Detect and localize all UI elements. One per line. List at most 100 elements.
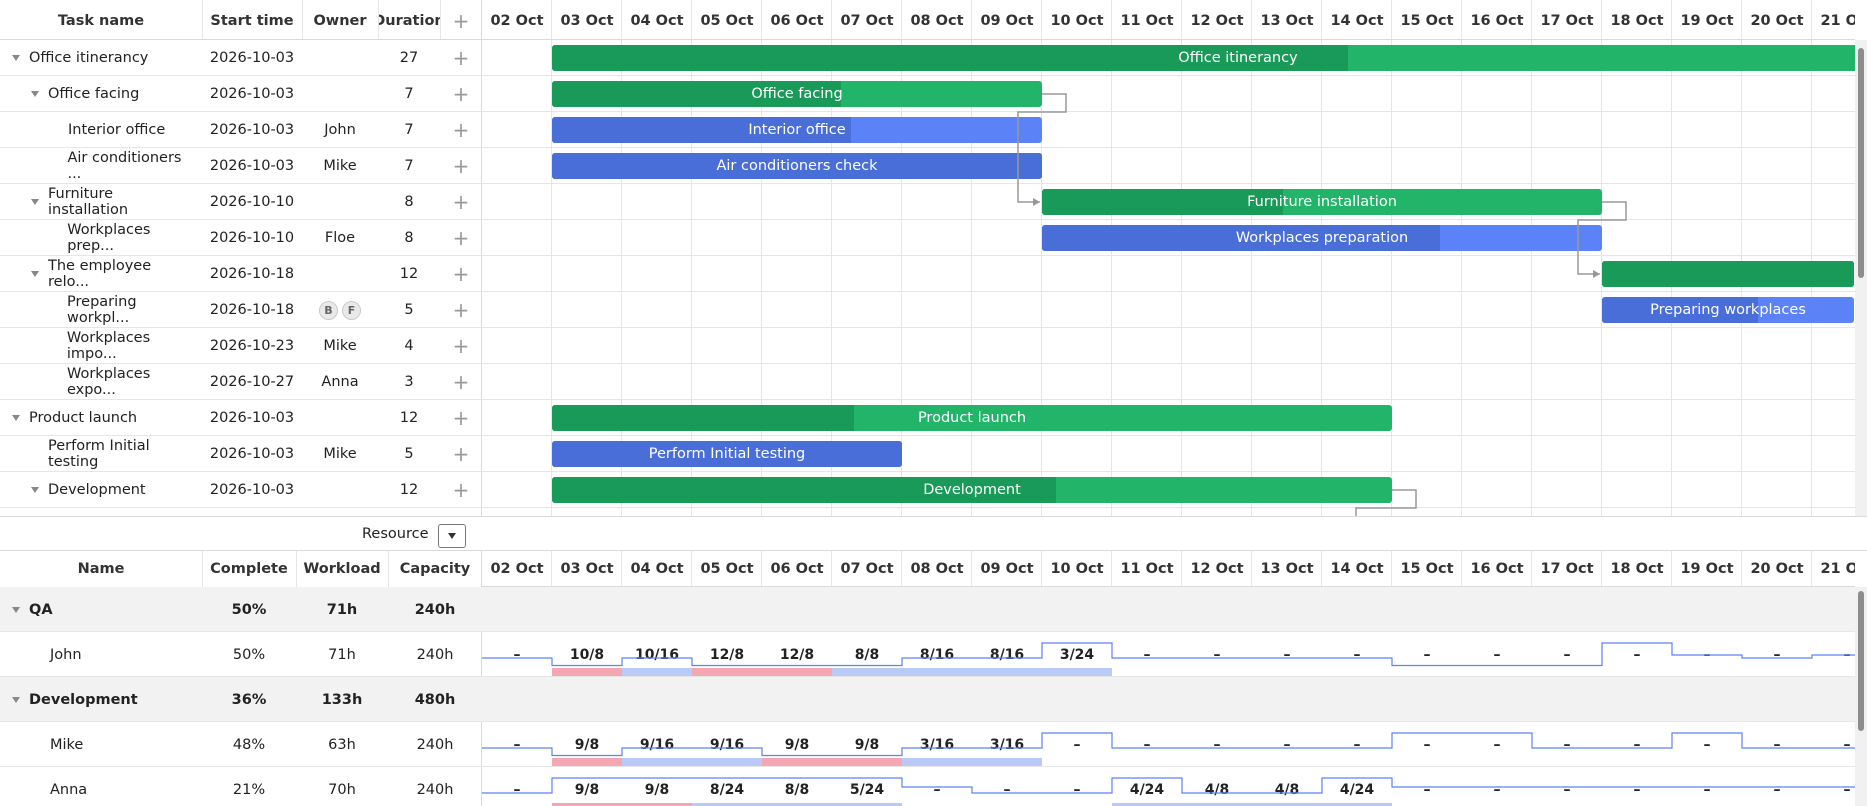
resource-select[interactable] (438, 524, 466, 548)
load-cell[interactable]: – (513, 736, 521, 753)
load-cell[interactable]: – (1703, 781, 1711, 798)
add-subtask-button[interactable]: + (452, 298, 470, 322)
resource-row[interactable]: Mike 48% 63h 240h (0, 722, 1867, 767)
gantt-scrollbar[interactable] (1855, 40, 1867, 516)
column-header-task-name[interactable]: Task name (57, 13, 145, 29)
add-subtask-button[interactable]: + (452, 226, 470, 250)
collapse-toggle-icon[interactable] (31, 487, 39, 493)
load-cell[interactable]: – (1493, 781, 1501, 798)
load-cell[interactable]: 8/8 (784, 781, 810, 798)
add-subtask-button[interactable]: + (452, 442, 470, 466)
load-cell[interactable]: – (1563, 736, 1571, 753)
column-header-name[interactable]: Name (77, 561, 125, 577)
load-cell[interactable]: – (1213, 736, 1221, 753)
collapse-toggle-icon[interactable] (12, 606, 20, 613)
load-cell[interactable]: – (1003, 781, 1011, 798)
task-row[interactable]: Development 2026-10-03 12 + (0, 472, 482, 508)
column-header-capacity[interactable]: Capacity (399, 561, 471, 577)
task-row[interactable]: Office itinerancy 2026-10-03 27 + (0, 40, 482, 76)
add-subtask-button[interactable]: + (452, 334, 470, 358)
column-header-start-time[interactable]: Start time (210, 13, 294, 29)
task-bar[interactable]: Interior office (552, 117, 1042, 143)
column-header-duration[interactable]: Duration (378, 13, 440, 29)
column-header-owner[interactable]: Owner (313, 13, 367, 29)
load-cell[interactable]: 12/8 (709, 646, 745, 663)
load-cell[interactable]: 9/8 (784, 736, 810, 753)
resource-scrollbar-thumb[interactable] (1858, 591, 1864, 731)
resource-group-row[interactable]: Development 36% 133h 480h (0, 677, 1867, 722)
column-header-workload[interactable]: Workload (303, 561, 381, 577)
task-bar[interactable]: Office facing (552, 81, 1042, 107)
load-cell[interactable]: – (1353, 736, 1361, 753)
collapse-toggle-icon[interactable] (12, 415, 20, 421)
load-cell[interactable]: 4/24 (1339, 781, 1375, 798)
load-cell[interactable]: – (513, 781, 521, 798)
collapse-toggle-icon[interactable] (12, 55, 20, 61)
task-bar[interactable] (1602, 261, 1854, 287)
task-row[interactable]: Furniture installation 2026-10-10 8 + (0, 184, 482, 220)
load-cell[interactable]: 9/8 (574, 781, 600, 798)
dependency-link[interactable] (1577, 201, 1627, 275)
load-cell[interactable]: – (1563, 781, 1571, 798)
resource-row[interactable]: John 50% 71h 240h (0, 632, 1867, 677)
task-row[interactable]: Interior office 2026-10-03 John 7 + (0, 112, 482, 148)
load-cell[interactable]: – (1843, 781, 1851, 798)
load-cell[interactable]: – (1633, 781, 1641, 798)
collapse-toggle-icon[interactable] (12, 696, 20, 703)
add-subtask-button[interactable]: + (452, 370, 470, 394)
task-row[interactable]: Office facing 2026-10-03 7 + (0, 76, 482, 112)
task-bar[interactable]: Product launch (552, 405, 1392, 431)
add-subtask-button[interactable]: + (452, 190, 470, 214)
collapse-toggle-icon[interactable] (31, 91, 39, 97)
load-cell[interactable]: 5/24 (849, 781, 885, 798)
load-cell[interactable]: – (1143, 646, 1151, 663)
collapse-toggle-icon[interactable] (31, 199, 39, 205)
load-cell[interactable]: – (1703, 736, 1711, 753)
load-cell[interactable]: – (1563, 646, 1571, 663)
load-cell[interactable]: – (1213, 646, 1221, 663)
task-row[interactable]: The employee relo... 2026-10-18 12 + (0, 256, 482, 292)
task-row[interactable]: Product launch 2026-10-03 12 + (0, 400, 482, 436)
column-header-complete[interactable]: Complete (210, 561, 288, 577)
resource-group-row[interactable]: QA 50% 71h 240h (0, 587, 1867, 632)
load-cell[interactable]: – (1773, 646, 1781, 663)
load-cell[interactable]: – (1423, 736, 1431, 753)
load-cell[interactable]: – (1773, 781, 1781, 798)
load-cell[interactable]: – (1633, 736, 1641, 753)
load-cell[interactable]: 10/8 (569, 646, 605, 663)
dependency-link[interactable] (1355, 489, 1417, 516)
load-cell[interactable]: – (1143, 736, 1151, 753)
load-cell[interactable]: – (1493, 736, 1501, 753)
load-cell[interactable]: – (1773, 736, 1781, 753)
task-row[interactable]: Workplaces impo... 2026-10-23 Mike 4 + (0, 328, 482, 364)
load-cell[interactable]: – (1493, 646, 1501, 663)
add-subtask-button[interactable]: + (452, 406, 470, 430)
load-cell[interactable]: – (513, 646, 521, 663)
load-cell[interactable]: 9/8 (574, 736, 600, 753)
load-cell[interactable]: – (1423, 781, 1431, 798)
task-bar[interactable]: Air conditioners check (552, 153, 1042, 179)
task-bar[interactable]: Perform Initial testing (552, 441, 902, 467)
load-cell[interactable]: 9/8 (854, 736, 880, 753)
task-bar[interactable]: Development (552, 477, 1392, 503)
load-cell[interactable]: 12/8 (779, 646, 815, 663)
gantt-scrollbar-thumb[interactable] (1858, 48, 1864, 278)
task-bar[interactable]: Workplaces preparation (1042, 225, 1602, 251)
add-subtask-button[interactable]: + (452, 82, 470, 106)
load-cell[interactable]: – (1843, 736, 1851, 753)
load-cell[interactable]: 8/8 (854, 646, 880, 663)
task-bar[interactable]: Preparing workplaces (1602, 297, 1854, 323)
load-cell[interactable]: – (1073, 736, 1081, 753)
task-row[interactable]: Preparing workpl... 2026-10-18 B F 5 + (0, 292, 482, 328)
load-cell[interactable]: – (1353, 646, 1361, 663)
add-subtask-button[interactable]: + (452, 154, 470, 178)
collapse-toggle-icon[interactable] (31, 271, 39, 277)
load-cell[interactable]: 4/24 (1129, 781, 1165, 798)
load-cell[interactable]: – (1633, 646, 1641, 663)
task-row[interactable]: Perform Initial testing 2026-10-03 Mike 5 + (0, 436, 482, 472)
task-row[interactable]: Workplaces expo... 2026-10-27 Anna 3 + (0, 364, 482, 400)
load-cell[interactable]: 9/8 (644, 781, 670, 798)
resource-scrollbar[interactable] (1855, 587, 1867, 806)
task-bar[interactable]: Furniture installation (1042, 189, 1602, 215)
dependency-link[interactable] (1017, 93, 1067, 203)
